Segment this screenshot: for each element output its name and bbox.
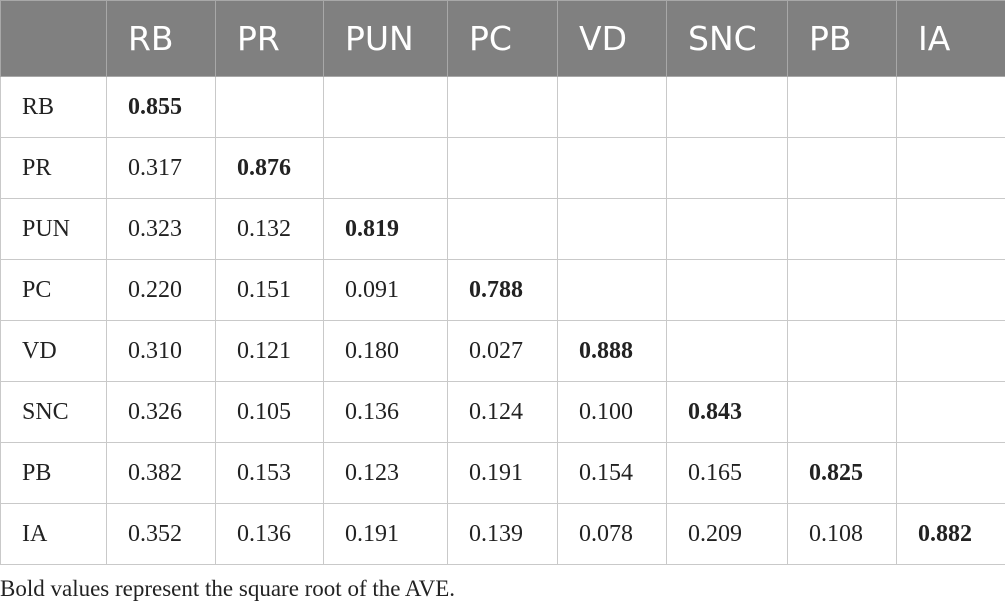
empty-cell — [896, 137, 1005, 199]
value-cell: 0.078 — [557, 503, 667, 565]
column-header: PC — [447, 0, 558, 77]
value-cell: 0.105 — [215, 381, 324, 443]
correlation-table: RB PR PUN PC VD SNC PB IA RB 0.855 PR 0.317 0.876 PU… — [0, 0, 1005, 565]
row-label: IA — [0, 503, 107, 565]
value-cell: 0.209 — [666, 503, 788, 565]
table-row: SNC 0.326 0.105 0.136 0.124 0.100 0.843 — [0, 381, 1005, 443]
empty-cell — [787, 381, 897, 443]
empty-cell — [896, 198, 1005, 260]
value-cell: 0.882 — [896, 503, 1005, 565]
row-label: PUN — [0, 198, 107, 260]
table-head: RB PR PUN PC VD SNC PB IA — [0, 0, 1005, 77]
column-header: IA — [896, 0, 1005, 77]
empty-cell — [787, 259, 897, 321]
value-cell: 0.165 — [666, 442, 788, 504]
empty-cell — [666, 259, 788, 321]
value-cell: 0.151 — [215, 259, 324, 321]
empty-cell — [666, 198, 788, 260]
column-header: VD — [557, 0, 667, 77]
column-header: RB — [106, 0, 216, 77]
value-cell: 0.136 — [215, 503, 324, 565]
row-label: PC — [0, 259, 107, 321]
value-cell: 0.154 — [557, 442, 667, 504]
column-header: PB — [787, 0, 897, 77]
empty-cell — [787, 137, 897, 199]
column-header: PR — [215, 0, 324, 77]
value-cell: 0.855 — [106, 76, 216, 138]
value-cell: 0.825 — [787, 442, 897, 504]
empty-cell — [896, 442, 1005, 504]
empty-cell — [447, 198, 558, 260]
empty-cell — [666, 76, 788, 138]
value-cell: 0.121 — [215, 320, 324, 382]
row-label: SNC — [0, 381, 107, 443]
value-cell: 0.819 — [323, 198, 448, 260]
value-cell: 0.220 — [106, 259, 216, 321]
value-cell: 0.310 — [106, 320, 216, 382]
empty-cell — [215, 76, 324, 138]
value-cell: 0.091 — [323, 259, 448, 321]
value-cell: 0.180 — [323, 320, 448, 382]
table-row: PC 0.220 0.151 0.091 0.788 — [0, 259, 1005, 321]
row-label: RB — [0, 76, 107, 138]
value-cell: 0.352 — [106, 503, 216, 565]
empty-cell — [557, 259, 667, 321]
table-row: PUN 0.323 0.132 0.819 — [0, 198, 1005, 260]
value-cell: 0.843 — [666, 381, 788, 443]
corner-cell — [0, 0, 107, 77]
row-label: PR — [0, 137, 107, 199]
value-cell: 0.123 — [323, 442, 448, 504]
value-cell: 0.888 — [557, 320, 667, 382]
value-cell: 0.876 — [215, 137, 324, 199]
value-cell: 0.124 — [447, 381, 558, 443]
empty-cell — [666, 320, 788, 382]
value-cell: 0.326 — [106, 381, 216, 443]
value-cell: 0.100 — [557, 381, 667, 443]
table-body: RB 0.855 PR 0.317 0.876 PUN 0.323 0.132 0.819 PC 0… — [0, 76, 1005, 565]
value-cell: 0.323 — [106, 198, 216, 260]
empty-cell — [666, 137, 788, 199]
empty-cell — [557, 76, 667, 138]
empty-cell — [557, 137, 667, 199]
row-label: PB — [0, 442, 107, 504]
table-row: RB 0.855 — [0, 76, 1005, 138]
row-label: VD — [0, 320, 107, 382]
value-cell: 0.132 — [215, 198, 324, 260]
empty-cell — [447, 76, 558, 138]
table-row: PR 0.317 0.876 — [0, 137, 1005, 199]
value-cell: 0.153 — [215, 442, 324, 504]
value-cell: 0.382 — [106, 442, 216, 504]
empty-cell — [447, 137, 558, 199]
column-header: PUN — [323, 0, 448, 77]
empty-cell — [896, 320, 1005, 382]
value-cell: 0.191 — [447, 442, 558, 504]
value-cell: 0.788 — [447, 259, 558, 321]
value-cell: 0.108 — [787, 503, 897, 565]
value-cell: 0.317 — [106, 137, 216, 199]
empty-cell — [323, 137, 448, 199]
value-cell: 0.139 — [447, 503, 558, 565]
value-cell: 0.136 — [323, 381, 448, 443]
table-row: VD 0.310 0.121 0.180 0.027 0.888 — [0, 320, 1005, 382]
value-cell: 0.027 — [447, 320, 558, 382]
empty-cell — [896, 259, 1005, 321]
table-row: IA 0.352 0.136 0.191 0.139 0.078 0.209 0.108 0.8… — [0, 503, 1005, 565]
empty-cell — [896, 381, 1005, 443]
empty-cell — [896, 76, 1005, 138]
empty-cell — [557, 198, 667, 260]
table-row: PB 0.382 0.153 0.123 0.191 0.154 0.165 0.825 — [0, 442, 1005, 504]
empty-cell — [323, 76, 448, 138]
footnote: Bold values represent the square root of… — [0, 576, 455, 601]
value-cell: 0.191 — [323, 503, 448, 565]
empty-cell — [787, 320, 897, 382]
column-header: SNC — [666, 0, 788, 77]
header-row: RB PR PUN PC VD SNC PB IA — [0, 0, 1005, 77]
empty-cell — [787, 198, 897, 260]
empty-cell — [787, 76, 897, 138]
